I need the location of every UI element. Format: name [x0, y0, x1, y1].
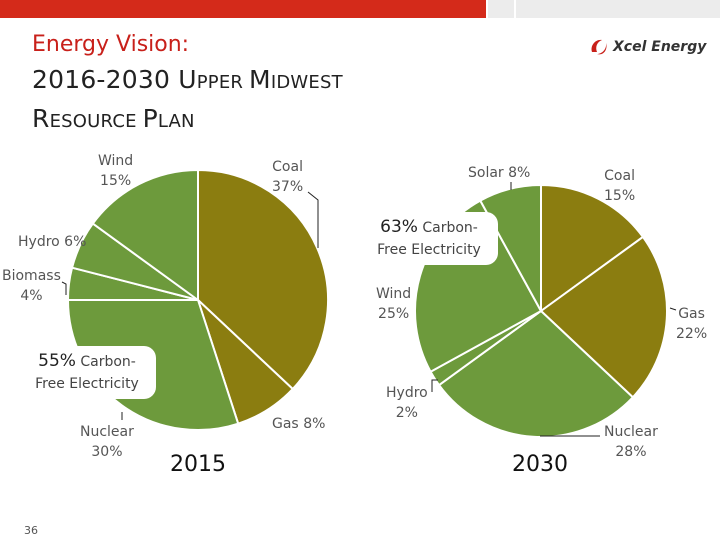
label-hydro-2015-text: Hydro 6%	[18, 234, 87, 250]
callout-2015-line1: 55% Carbon-	[38, 351, 136, 371]
pie-2015	[66, 168, 329, 431]
label-wind-2030-name: Wind	[376, 286, 412, 302]
label-nuclear-2015: Nuclear 30%	[80, 422, 134, 462]
pie-slice-nuclear-2030	[437, 309, 635, 438]
label-nuclear-2015-name: Nuclear	[80, 424, 134, 440]
year-2015: 2015	[170, 452, 226, 477]
pie-slice-wind-2015	[91, 168, 199, 302]
top-banner-gray	[516, 0, 720, 18]
top-banner-red	[0, 0, 486, 18]
label-wind-2030: Wind 25%	[376, 284, 411, 324]
label-coal-2015-value: 37%	[272, 179, 304, 195]
callout-2015-line2: Free Electricity	[35, 376, 139, 392]
label-gas-2015: Gas 8%	[272, 414, 325, 434]
title-line-1: 2016-2030 UPPER MIDWEST	[32, 65, 343, 94]
label-gas-2030: Gas 22%	[676, 304, 707, 344]
callout-2030-line1: 63% Carbon-	[380, 217, 478, 237]
label-nuclear-2030-value: 28%	[615, 444, 647, 460]
leader-coal-2015	[307, 191, 319, 248]
label-hydro-2030-name: Hydro	[386, 385, 428, 401]
leader-biomass-2015	[61, 281, 67, 295]
label-gas-2030-value: 22%	[676, 326, 708, 342]
label-nuclear-2030: Nuclear 28%	[604, 422, 658, 462]
label-coal-2015-name: Coal	[272, 159, 303, 175]
label-coal-2030: Coal 15%	[604, 166, 635, 206]
label-solar-2030: Solar 8%	[468, 163, 530, 183]
label-hydro-2015: Hydro 6%	[18, 232, 86, 252]
label-hydro-2030-value: 2%	[395, 405, 418, 421]
pie-slice-coal-2030	[540, 183, 645, 313]
slide-subtitle: Energy Vision:	[32, 32, 190, 57]
top-banner	[0, 0, 720, 18]
callout-carbon-free-2015: 55% Carbon- Free Electricity	[18, 346, 156, 399]
leader-lines	[61, 182, 677, 437]
label-gas-2030-name: Gas	[678, 306, 705, 322]
slide-title: 2016-2030 UPPER MIDWEST RESOURCE PLAN	[32, 62, 343, 140]
callout-2030-line2: Free Electricity	[377, 242, 481, 258]
callout-carbon-free-2030: 63% Carbon- Free Electricity	[360, 212, 498, 265]
label-wind-2015-name: Wind	[98, 153, 134, 169]
leader-hydro-2030	[431, 379, 438, 392]
label-coal-2030-name: Coal	[604, 168, 635, 184]
label-solar-2030-text: Solar 8%	[468, 165, 531, 181]
year-2030: 2030	[512, 452, 568, 477]
label-wind-2015: Wind 15%	[98, 151, 133, 191]
label-nuclear-2015-value: 30%	[91, 444, 123, 460]
logo-swoosh-icon	[591, 39, 607, 55]
label-coal-2030-value: 15%	[604, 188, 636, 204]
company-logo: Xcel Energy	[588, 35, 706, 59]
top-banner-gray-small	[488, 0, 514, 18]
page-number: 36	[24, 524, 38, 537]
label-wind-2015-value: 15%	[100, 173, 132, 189]
label-biomass-2015-name: Biomass	[2, 268, 61, 284]
logo-text: Xcel Energy	[613, 39, 707, 55]
label-hydro-2030: Hydro 2%	[386, 383, 428, 423]
leader-gas-2030	[669, 307, 677, 311]
label-nuclear-2030-name: Nuclear	[604, 424, 658, 440]
label-coal-2015: Coal 37%	[272, 157, 303, 197]
pie-slice-coal-2015	[197, 168, 329, 391]
pie-slice-gas-2030	[539, 235, 668, 399]
label-biomass-2015: Biomass 4%	[2, 266, 61, 306]
label-wind-2030-value: 25%	[378, 306, 410, 322]
label-gas-2015-text: Gas 8%	[272, 416, 326, 432]
label-biomass-2015-value: 4%	[20, 288, 43, 304]
title-line-2: RESOURCE PLAN	[32, 104, 195, 133]
